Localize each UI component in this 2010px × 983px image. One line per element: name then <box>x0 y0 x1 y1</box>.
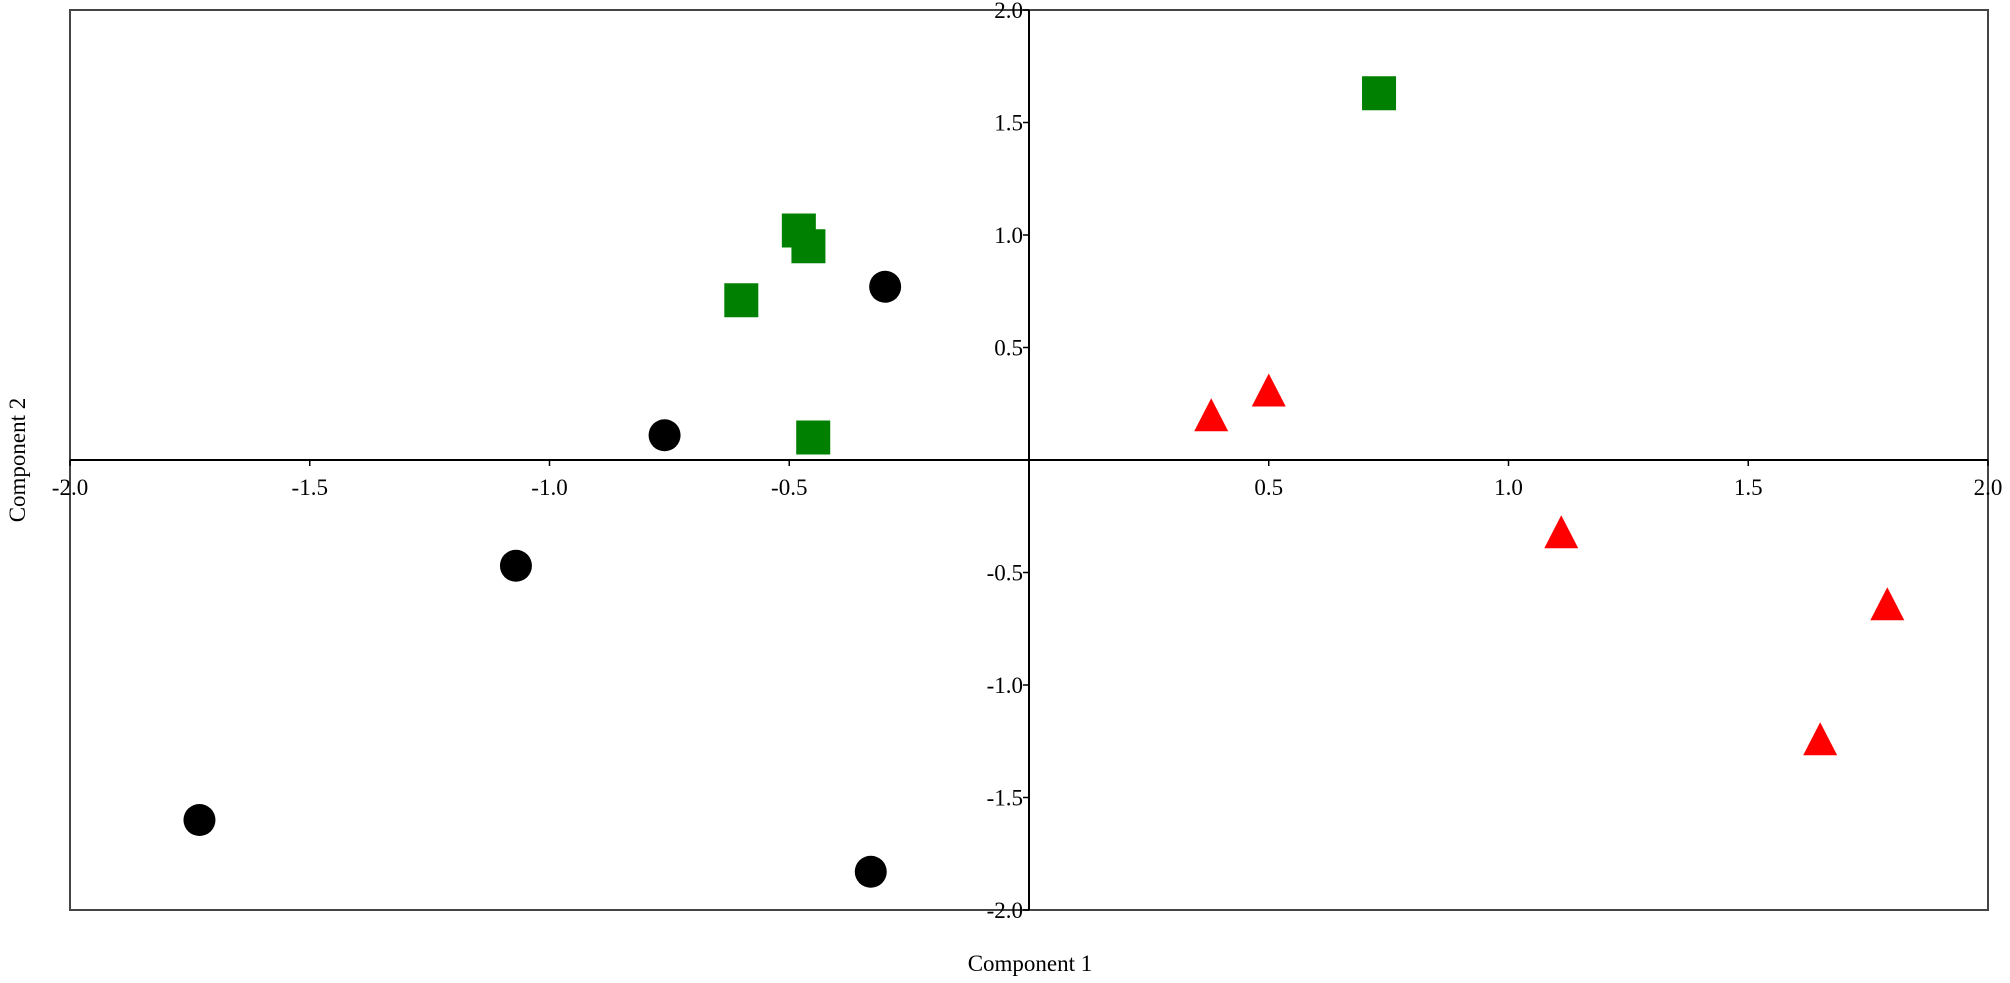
data-point-triangle <box>1194 398 1229 432</box>
y-tick-label: 1.0 <box>994 223 1023 248</box>
y-tick-label: -2.0 <box>987 898 1023 923</box>
x-axis-label: Component 1 <box>968 951 1093 976</box>
y-tick-label: 1.5 <box>994 111 1023 136</box>
x-tick-label: -0.5 <box>771 475 807 500</box>
y-tick-label: 0.5 <box>994 336 1023 361</box>
y-axis-label: Component 2 <box>5 398 30 523</box>
x-tick-label: 2.0 <box>1974 475 2003 500</box>
data-point-circle <box>869 270 902 303</box>
tick-labels: -2.0 -1.5 -1.0 -0.5 0.5 1.0 1.5 2.0 2.0 1.5 1.0 0.5… <box>52 0 2003 923</box>
data-point-circle <box>854 855 887 888</box>
x-tick-label: -2.0 <box>52 475 88 500</box>
y-tick-label: -1.5 <box>987 786 1023 811</box>
y-tick-label: -1.0 <box>987 673 1023 698</box>
y-tick-label: -0.5 <box>987 561 1023 586</box>
data-point-circle <box>648 419 681 452</box>
data-point-square <box>1362 76 1397 111</box>
data-point-square <box>796 420 831 455</box>
x-tick-label: -1.0 <box>531 475 567 500</box>
x-tick-label: 1.0 <box>1494 475 1523 500</box>
x-tick-label: 1.5 <box>1734 475 1763 500</box>
data-points <box>183 76 1905 888</box>
data-point-triangle <box>1251 373 1286 407</box>
axes <box>69 9 1989 911</box>
data-point-triangle <box>1803 722 1838 756</box>
data-point-triangle <box>1870 587 1905 621</box>
x-tick-label: 0.5 <box>1254 475 1283 500</box>
data-point-square <box>724 283 759 318</box>
data-point-square <box>791 229 826 264</box>
data-point-triangle <box>1544 515 1579 549</box>
data-point-circle <box>499 549 532 582</box>
y-tick-label: 2.0 <box>994 0 1023 23</box>
data-point-circle <box>183 804 216 836</box>
x-tick-label: -1.5 <box>292 475 328 500</box>
